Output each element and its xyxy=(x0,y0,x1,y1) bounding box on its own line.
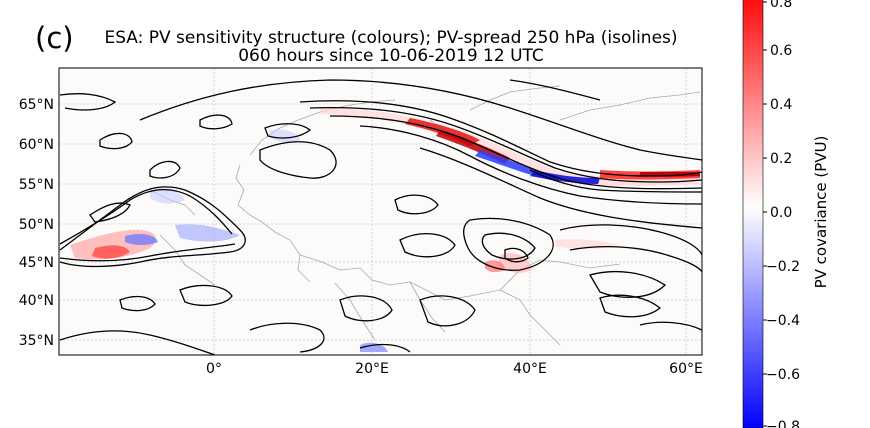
lat-tick-label: 35°N xyxy=(19,333,54,349)
colorbar-tick-label: 0.0 xyxy=(770,205,792,221)
map-frame xyxy=(58,67,703,356)
colorbar-tick-label: 0.2 xyxy=(770,151,792,167)
lat-tick-label: 45°N xyxy=(19,255,54,271)
colorbar: 0.8 0.6 0.4 0.2 0.0 −0.2 −0.4 −0.6 −0.8 … xyxy=(742,0,830,428)
colorbar-tick-label: −0.4 xyxy=(766,313,800,329)
map-subtitle: 060 hours since 10-06-2019 12 UTC xyxy=(238,46,544,66)
map-title: ESA: PV sensitivity structure (colours);… xyxy=(104,28,678,48)
lat-tick-label: 55°N xyxy=(19,177,54,193)
lon-tick-label: 60°E xyxy=(669,361,703,377)
lat-ticks: 65°N 60°N 55°N 50°N 45°N 40°N 35°N xyxy=(19,97,54,349)
colorbar-label: PV covariance (PVU) xyxy=(812,136,830,289)
colorbar-tick-label: −0.2 xyxy=(766,259,800,275)
lon-tick-label: 0° xyxy=(206,361,222,377)
lon-ticks: 0° 20°E 40°E 60°E xyxy=(206,361,703,377)
lon-tick-label: 20°E xyxy=(355,361,389,377)
colorbar-tick-label: −0.6 xyxy=(766,367,800,383)
panel-label: (c) xyxy=(35,21,74,55)
lon-tick-label: 40°E xyxy=(513,361,547,377)
colorbar-tick-label: −0.8 xyxy=(766,419,800,428)
lat-tick-label: 60°N xyxy=(19,137,54,153)
colorbar-tick-label: 0.6 xyxy=(770,43,792,59)
lat-tick-label: 65°N xyxy=(19,97,54,113)
colorbar-gradient xyxy=(743,0,763,428)
lat-tick-label: 50°N xyxy=(19,217,54,233)
lat-tick-label: 40°N xyxy=(19,293,54,309)
colorbar-tick-label: 0.4 xyxy=(770,97,792,113)
colorbar-tick-label: 0.8 xyxy=(770,0,792,11)
pv-spread-isolines xyxy=(59,79,702,355)
